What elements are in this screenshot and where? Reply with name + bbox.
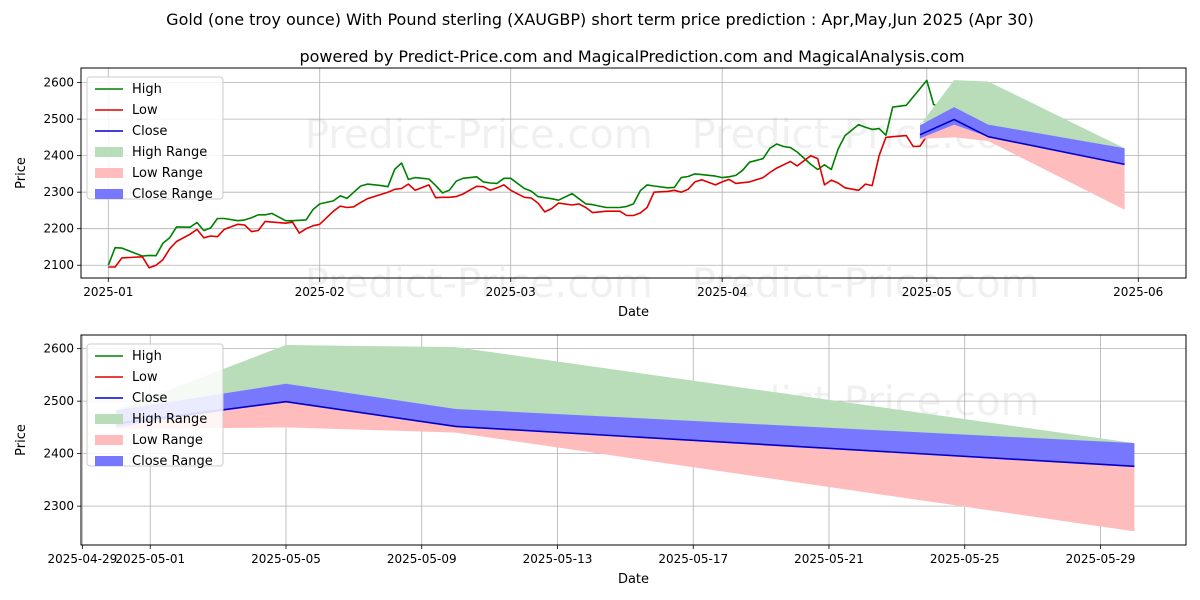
x-tick-label: 2025-05-01 bbox=[115, 552, 185, 566]
x-tick-label: 2025-01 bbox=[83, 285, 133, 299]
x-tick-label: 2025-05-05 bbox=[251, 552, 321, 566]
x-tick-label: 2025-05-21 bbox=[794, 552, 864, 566]
bottom-plot-frame bbox=[80, 334, 1187, 546]
close-range-area bbox=[920, 107, 1125, 165]
x-tick-label: 2025-06 bbox=[1113, 285, 1163, 299]
legend-label: Low Range bbox=[132, 433, 203, 448]
y-axis-label: Price bbox=[14, 424, 29, 456]
legend-label: High bbox=[132, 82, 162, 97]
legend-swatch bbox=[95, 147, 123, 157]
legend-label: Low bbox=[132, 370, 158, 385]
y-tick-label: 2300 bbox=[43, 185, 74, 199]
x-tick-label: 2025-04 bbox=[697, 285, 747, 299]
watermark-text: Predict-Price.com bbox=[305, 112, 653, 158]
high-series-line bbox=[107, 79, 1002, 266]
close-series-line bbox=[919, 118, 1125, 166]
x-axis-label: Date bbox=[618, 305, 649, 320]
legend-label: Close Range bbox=[132, 187, 213, 202]
x-tick-label: 2025-05-09 bbox=[387, 552, 457, 566]
x-tick-label: 2025-05-25 bbox=[930, 552, 1000, 566]
x-tick-label: 2025-05-29 bbox=[1066, 552, 1136, 566]
y-tick-label: 2200 bbox=[43, 222, 74, 236]
bottom-series bbox=[116, 345, 1135, 532]
x-tick-label: 2025-03 bbox=[486, 285, 536, 299]
legend-label: Close bbox=[132, 124, 167, 139]
y-tick-label: 2400 bbox=[43, 447, 74, 461]
y-tick-label: 2400 bbox=[43, 149, 74, 163]
x-tick-label: 2025-04-29 bbox=[47, 552, 117, 566]
legend-label: Close Range bbox=[132, 454, 213, 469]
x-tick-label: 2025-05-17 bbox=[658, 552, 728, 566]
top-panel: Predict-Price.com Predict-Price.com Predic… bbox=[14, 67, 1187, 320]
x-axis-label: Date bbox=[618, 572, 649, 587]
legend-label: Low Range bbox=[132, 166, 203, 181]
chart-title: Gold (one troy ounce) With Pound sterlin… bbox=[166, 10, 1034, 29]
legend-label: High Range bbox=[132, 412, 207, 427]
y-tick-label: 2500 bbox=[43, 394, 74, 408]
x-tick-label: 2025-05-13 bbox=[523, 552, 593, 566]
legend-label: High bbox=[132, 349, 162, 364]
bottom-legend: High Low Close High Range Low Range Close Ran… bbox=[86, 343, 224, 469]
low-series-line bbox=[108, 119, 1010, 269]
legend-swatch bbox=[95, 435, 123, 445]
legend-swatch bbox=[95, 168, 123, 178]
legend-label: High Range bbox=[132, 145, 207, 160]
legend-swatch bbox=[95, 456, 123, 466]
y-tick-label: 2600 bbox=[43, 76, 74, 90]
watermark-text: Predict-Price.com bbox=[692, 261, 1040, 307]
chart-subtitle: powered by Predict-Price.com and Magical… bbox=[299, 47, 964, 66]
y-tick-label: 2100 bbox=[43, 258, 74, 272]
x-tick-label: 2025-05 bbox=[902, 285, 952, 299]
legend-swatch bbox=[95, 189, 123, 199]
legend-label: Close bbox=[132, 391, 167, 406]
watermark-text: Predict-Price.com bbox=[305, 261, 653, 307]
y-tick-label: 2300 bbox=[43, 499, 74, 513]
y-tick-label: 2600 bbox=[43, 342, 74, 356]
x-tick-label: 2025-02 bbox=[295, 285, 345, 299]
y-tick-label: 2500 bbox=[43, 112, 74, 126]
top-legend: High Low Close High Range Low Range Close Ran… bbox=[86, 76, 224, 202]
close-range-area bbox=[116, 383, 1135, 467]
top-series bbox=[107, 79, 1125, 269]
y-axis-label: Price bbox=[14, 157, 29, 189]
legend-label: Low bbox=[132, 103, 158, 118]
legend-swatch bbox=[95, 414, 123, 424]
top-plot-frame bbox=[80, 67, 1187, 279]
top-axes: 2025-01 2025-02 2025-03 2025-04 2025-05 2025-… bbox=[14, 76, 1163, 320]
